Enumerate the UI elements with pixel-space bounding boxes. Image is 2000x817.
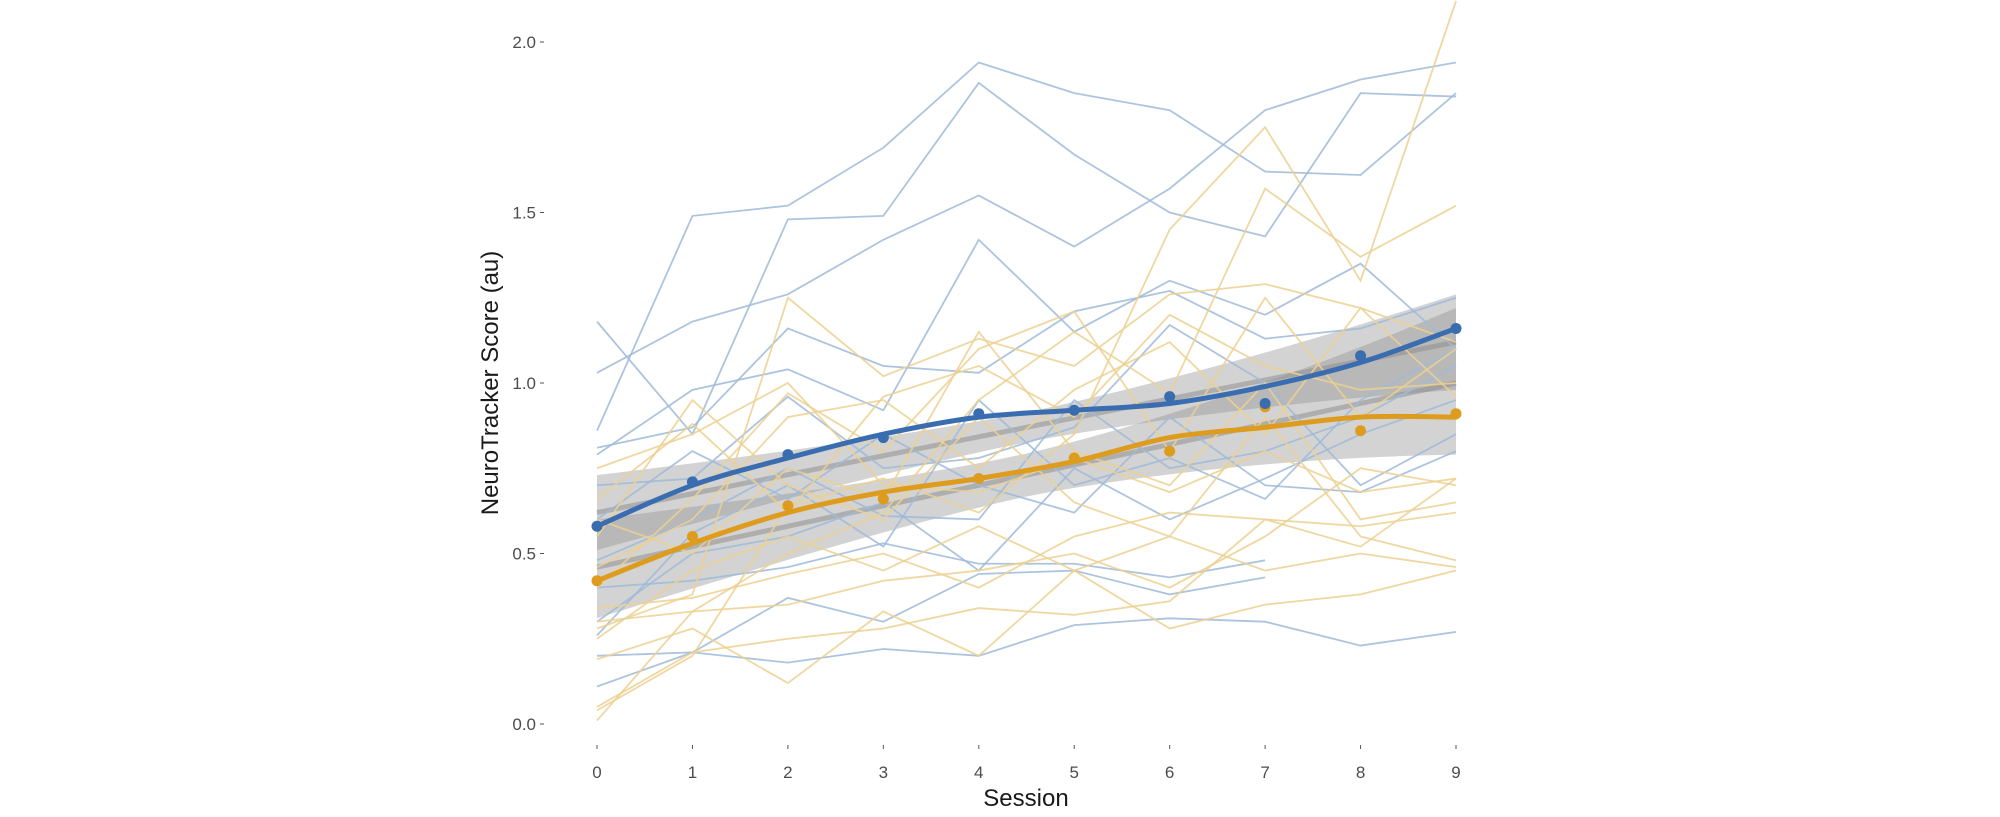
blue-participant-line [596,289,1457,449]
x-tick-label: 2 [783,763,792,782]
x-axis: 0 1 2 3 4 5 6 7 8 9 [592,745,1461,782]
y-tick-label: 1.0 [512,374,536,393]
blue-participant-line [596,61,1457,432]
x-tick-label: 9 [1451,763,1460,782]
y-axis-label: NeuroTracker Score (au) [477,251,504,516]
x-tick-label: 5 [1069,763,1078,782]
orange-mean-point [1068,452,1080,464]
blue-mean-point [1450,322,1462,334]
blue-mean-point [591,520,603,532]
orange-smooth-line [594,413,1459,584]
confidence-ribbon [597,307,1456,619]
orange-participant-line [596,0,1457,712]
blue-mean-point [1068,404,1080,416]
x-tick-label: 1 [688,763,697,782]
y-tick-label: 2.0 [512,33,536,52]
orange-mean-point [973,472,985,484]
blue-participant-line [596,415,1457,521]
orange-mean-point [591,575,603,587]
x-tick-label: 3 [879,763,888,782]
blue-participant-line [596,348,1457,636]
blue-smooth-line [594,325,1459,529]
blue-mean-point [1259,397,1271,409]
blue-participant-line [596,238,1457,456]
orange-participant-line [596,381,1457,494]
blue-participant-line [596,617,1457,664]
orange-mean-point [782,500,794,512]
orange-participant-line [596,398,1457,562]
orange-mean-point [1450,408,1462,420]
x-tick-label: 6 [1165,763,1174,782]
orange-mean-point [686,530,698,542]
orange-mean-point [877,493,889,505]
blue-mean-point [973,408,985,420]
y-axis: 0.0 0.5 1.0 1.5 2.0 [512,33,544,734]
y-tick-label: 0.5 [512,545,536,564]
orange-participant-line [596,187,1457,722]
blue-mean-point [1355,350,1367,362]
blue-participant-line [596,542,1266,589]
y-tick-label: 1.5 [512,204,536,223]
orange-participant-line [596,569,1457,685]
blue-participant-line [596,81,1457,436]
blue-participant-line [596,61,1457,374]
blue-mean-point [877,432,889,444]
blue-mean-point [686,476,698,488]
x-tick-label: 4 [974,763,983,782]
orange-participant-line [596,477,1457,708]
blue-participant-line [596,399,1457,623]
x-tick-label: 0 [592,763,601,782]
x-tick-label: 7 [1260,763,1269,782]
orange-participant-line [596,296,1457,589]
confidence-ribbon [597,294,1456,551]
y-tick-label: 0.0 [512,715,536,734]
blue-mean-point [782,449,794,461]
x-axis-label: Session [983,785,1068,812]
orange-participant-line [596,467,1457,623]
mean-points-layer [591,322,1462,587]
orange-participant-line [596,525,1457,640]
smooth-lines-layer [594,325,1459,584]
orange-mean-point [1355,425,1367,437]
blue-mean-point [1164,391,1176,403]
x-tick-label: 8 [1356,763,1365,782]
orange-mean-point [1164,445,1176,457]
blue-participant-line [596,569,1266,688]
